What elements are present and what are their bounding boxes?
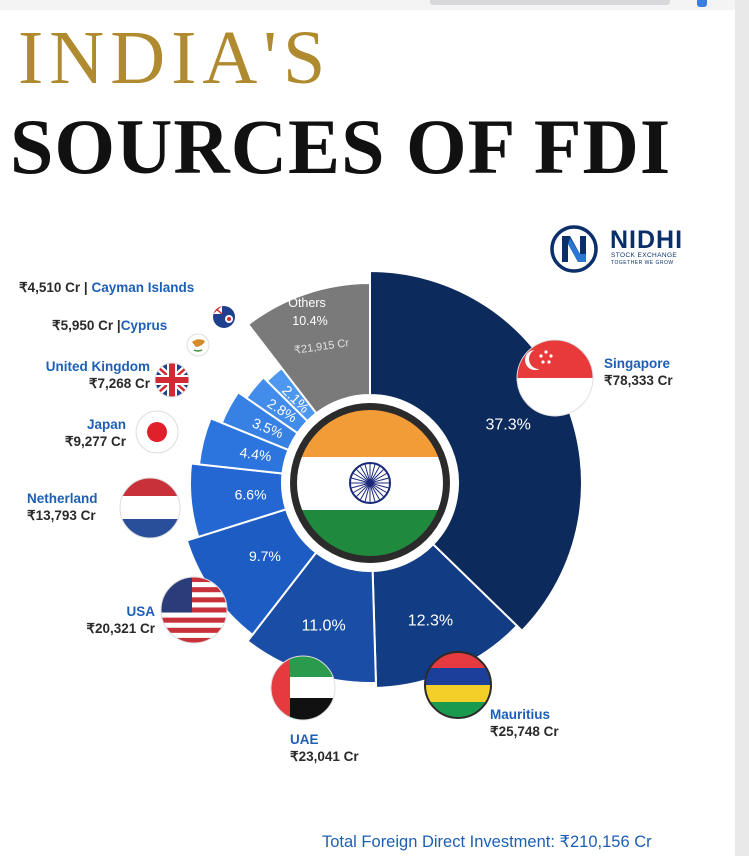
usa-flag-stripe xyxy=(161,597,227,603)
chakra-spoke xyxy=(353,482,371,493)
label-cyprus-name: Cyprus xyxy=(120,318,168,333)
uae-flag-icon xyxy=(270,655,336,721)
label-cyprus-value: ₹5,950 Cr xyxy=(52,318,114,333)
chakra-spoke xyxy=(369,464,376,484)
title-line-1: INDIA'S xyxy=(18,16,332,100)
slice-others xyxy=(246,281,371,415)
label-singapore: Singapore ₹78,333 Cr xyxy=(604,355,673,389)
slice-mauritius xyxy=(371,542,519,689)
brand-subtitle: STOCK EXCHANGE xyxy=(611,252,678,259)
nidhi-logo-icon xyxy=(550,225,598,273)
chakra-spoke xyxy=(369,482,380,500)
chakra-spoke xyxy=(369,482,387,493)
total-fdi-footer: Total Foreign Direct Investment: ₹210,15… xyxy=(322,833,652,851)
chakra-spoke xyxy=(369,482,389,489)
chakra-spoke xyxy=(369,466,380,484)
label-uk-value: ₹7,268 Cr xyxy=(88,376,150,391)
top-chip xyxy=(430,0,670,5)
label-uae: UAE ₹23,041 Cr xyxy=(290,731,359,765)
slice-usa xyxy=(185,508,318,637)
usa-flag-stripe xyxy=(161,607,227,613)
top-strip xyxy=(0,0,749,10)
usa-flag-stripe xyxy=(161,602,227,608)
japan-flag-icon xyxy=(135,410,179,454)
label-cyprus: ₹5,950 Cr |Cyprus xyxy=(52,317,167,334)
usa-flag-stripe xyxy=(161,592,227,598)
usa-flag-stripe xyxy=(161,617,227,623)
slice-netherland xyxy=(189,462,288,539)
label-cayman-name: Cayman Islands xyxy=(91,280,195,295)
usa-flag-stripe xyxy=(161,622,227,629)
label-uk: United Kingdom ₹7,268 Cr xyxy=(34,358,150,392)
label-singapore-value: ₹78,333 Cr xyxy=(604,373,673,388)
india-flag-icon xyxy=(284,397,456,569)
label-usa-name: USA xyxy=(126,604,155,619)
chakra-spoke xyxy=(360,466,371,484)
usa-flag-icon xyxy=(160,576,228,644)
pct-label-mauritius: 12.3% xyxy=(408,612,453,629)
cayman-islands-flag-icon xyxy=(213,306,235,328)
uk-flag-icon xyxy=(154,362,190,398)
pct-label-netherland: 6.6% xyxy=(235,487,267,503)
brand-name: NIDHI xyxy=(610,226,684,254)
chakra-spoke xyxy=(353,473,371,484)
usa-flag-stripe xyxy=(161,632,227,639)
mauritius-flag-icon xyxy=(424,651,492,719)
usa-flag-stripe xyxy=(161,582,227,588)
others-name-label: Others xyxy=(288,296,326,310)
label-netherland: Netherland ₹13,793 Cr xyxy=(27,490,98,524)
label-cyprus-separator: | xyxy=(116,318,121,333)
brand-logo: NIDHI STOCK EXCHANGE TOGETHER WE GROW xyxy=(548,224,708,274)
right-frame xyxy=(735,0,749,856)
label-netherland-value: ₹13,793 Cr xyxy=(27,508,96,523)
label-japan-value: ₹9,277 Cr xyxy=(64,434,126,449)
top-chip-accent xyxy=(697,0,707,7)
label-mauritius-name: Mauritius xyxy=(490,707,551,722)
others-pct-label: 10.4% xyxy=(292,314,327,328)
chakra-spoke xyxy=(369,477,389,484)
usa-flag-stripe xyxy=(161,637,227,643)
label-usa-value: ₹20,321 Cr xyxy=(86,621,155,636)
chakra-spoke xyxy=(360,482,371,500)
label-singapore-name: Singapore xyxy=(604,356,671,371)
usa-flag-stripe xyxy=(161,577,227,583)
label-cayman-separator: | xyxy=(83,280,88,295)
pct-label-uae: 11.0% xyxy=(301,618,345,635)
slice-uae xyxy=(246,551,377,684)
label-netherland-name: Netherland xyxy=(27,491,98,506)
chakra-spoke xyxy=(364,482,371,502)
chakra-spoke xyxy=(351,477,371,484)
chakra-spoke xyxy=(369,482,376,502)
label-japan: Japan ₹9,277 Cr xyxy=(40,416,126,450)
label-mauritius: Mauritius ₹25,748 Cr xyxy=(490,706,559,740)
pct-label-usa: 9.7% xyxy=(249,548,281,564)
pct-label-singapore: 37.3% xyxy=(485,417,530,434)
chakra-spoke xyxy=(369,482,384,497)
label-uk-name: United Kingdom xyxy=(45,359,150,374)
chakra-spoke xyxy=(351,482,371,489)
label-cayman: ₹4,510 Cr | Cayman Islands xyxy=(19,279,194,296)
chakra-spoke xyxy=(356,469,371,484)
label-cayman-value: ₹4,510 Cr xyxy=(19,280,81,295)
label-mauritius-value: ₹25,748 Cr xyxy=(490,724,559,739)
usa-flag-stripe xyxy=(161,612,227,618)
chakra-spoke xyxy=(356,482,371,497)
chakra-spoke xyxy=(369,469,384,484)
pct-label-japan: 4.4% xyxy=(239,444,273,464)
label-japan-name: Japan xyxy=(86,417,126,432)
label-usa: USA ₹20,321 Cr xyxy=(70,603,155,637)
label-uae-value: ₹23,041 Cr xyxy=(290,749,359,764)
brand-tagline: TOGETHER WE GROW xyxy=(611,260,674,266)
chakra-spoke xyxy=(364,464,371,484)
title-line-2: SOURCES OF FDI xyxy=(10,103,672,190)
chakra-spoke xyxy=(369,473,387,484)
cyprus-flag-icon xyxy=(186,333,210,357)
usa-flag-stripe xyxy=(161,627,227,634)
usa-flag-stripe xyxy=(161,587,227,593)
label-uae-name: UAE xyxy=(290,732,319,747)
netherlands-flag-icon xyxy=(119,477,181,539)
